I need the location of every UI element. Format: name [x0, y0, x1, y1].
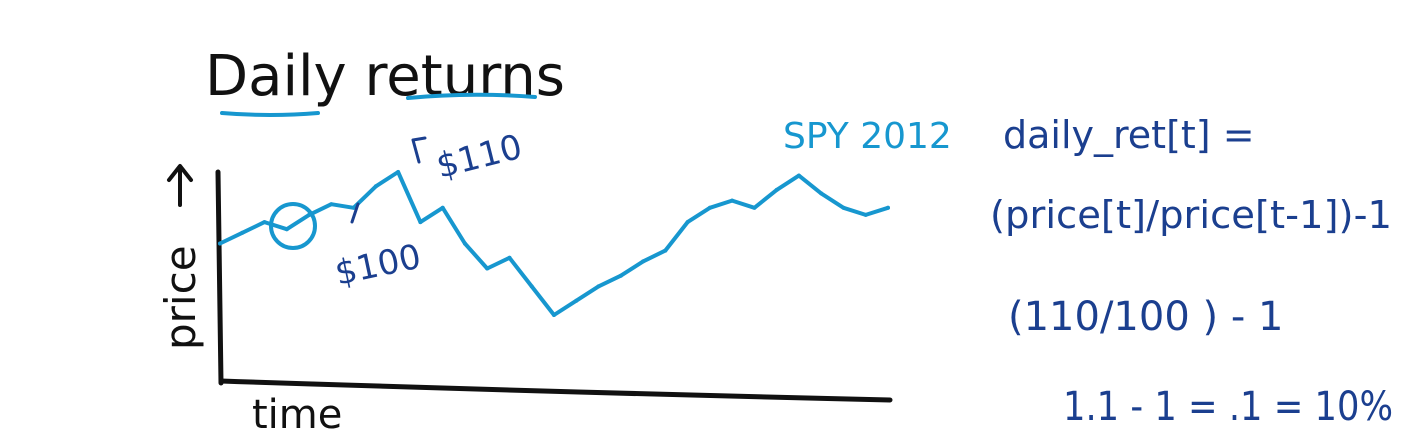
series-point [730, 198, 735, 203]
annotation-tick-110 [411, 136, 427, 164]
highlight-circle [269, 202, 317, 250]
series-point [819, 191, 824, 196]
series-point [596, 284, 601, 289]
series-point [707, 205, 712, 210]
series-point [552, 313, 556, 317]
formula-line-1: daily_ret[t] = [1003, 113, 1255, 157]
formula-line-3: (110/100 ) - 1 [1008, 294, 1283, 340]
series-point [440, 205, 445, 210]
series-label: SPY 2012 [783, 116, 952, 157]
x-axis [218, 378, 893, 403]
series-point [752, 205, 757, 210]
series-point [886, 205, 890, 210]
series-point [863, 212, 868, 217]
series-point [218, 241, 222, 246]
series-point [663, 248, 668, 253]
annotation-price-110: $110 [433, 127, 527, 187]
series-point [262, 220, 267, 225]
series-point [529, 284, 534, 289]
series-point [396, 170, 401, 174]
title-underline-returns [406, 92, 537, 100]
chart-title: Daily returns [205, 44, 565, 109]
x-axis-label: time [252, 392, 342, 438]
series-point [462, 241, 467, 246]
series-point [774, 187, 779, 192]
series-point [351, 205, 356, 210]
y-axis [215, 169, 224, 386]
series-point [796, 173, 801, 178]
series-point [329, 202, 334, 207]
series-point [485, 266, 490, 271]
formula-line-4: 1.1 - 1 = .1 = 10% [1063, 384, 1393, 430]
annotation-tick-100 [350, 202, 360, 224]
series-point [418, 220, 423, 225]
series-line-spy2012 [218, 170, 890, 317]
title-underline-daily [220, 111, 320, 117]
series-point [240, 230, 245, 235]
series-point [685, 220, 690, 225]
series-point [574, 298, 579, 303]
series-point [618, 273, 623, 278]
formula-line-2: (price[t]/price[t-1])-1 [990, 193, 1392, 237]
y-axis-arrow-icon [167, 164, 193, 207]
series-point [841, 205, 846, 210]
series-point [284, 227, 289, 232]
series-point [507, 255, 512, 260]
series-point [373, 184, 378, 189]
y-axis-label: price [156, 245, 205, 350]
series-point [641, 259, 646, 264]
annotation-price-100: $100 [332, 237, 425, 294]
